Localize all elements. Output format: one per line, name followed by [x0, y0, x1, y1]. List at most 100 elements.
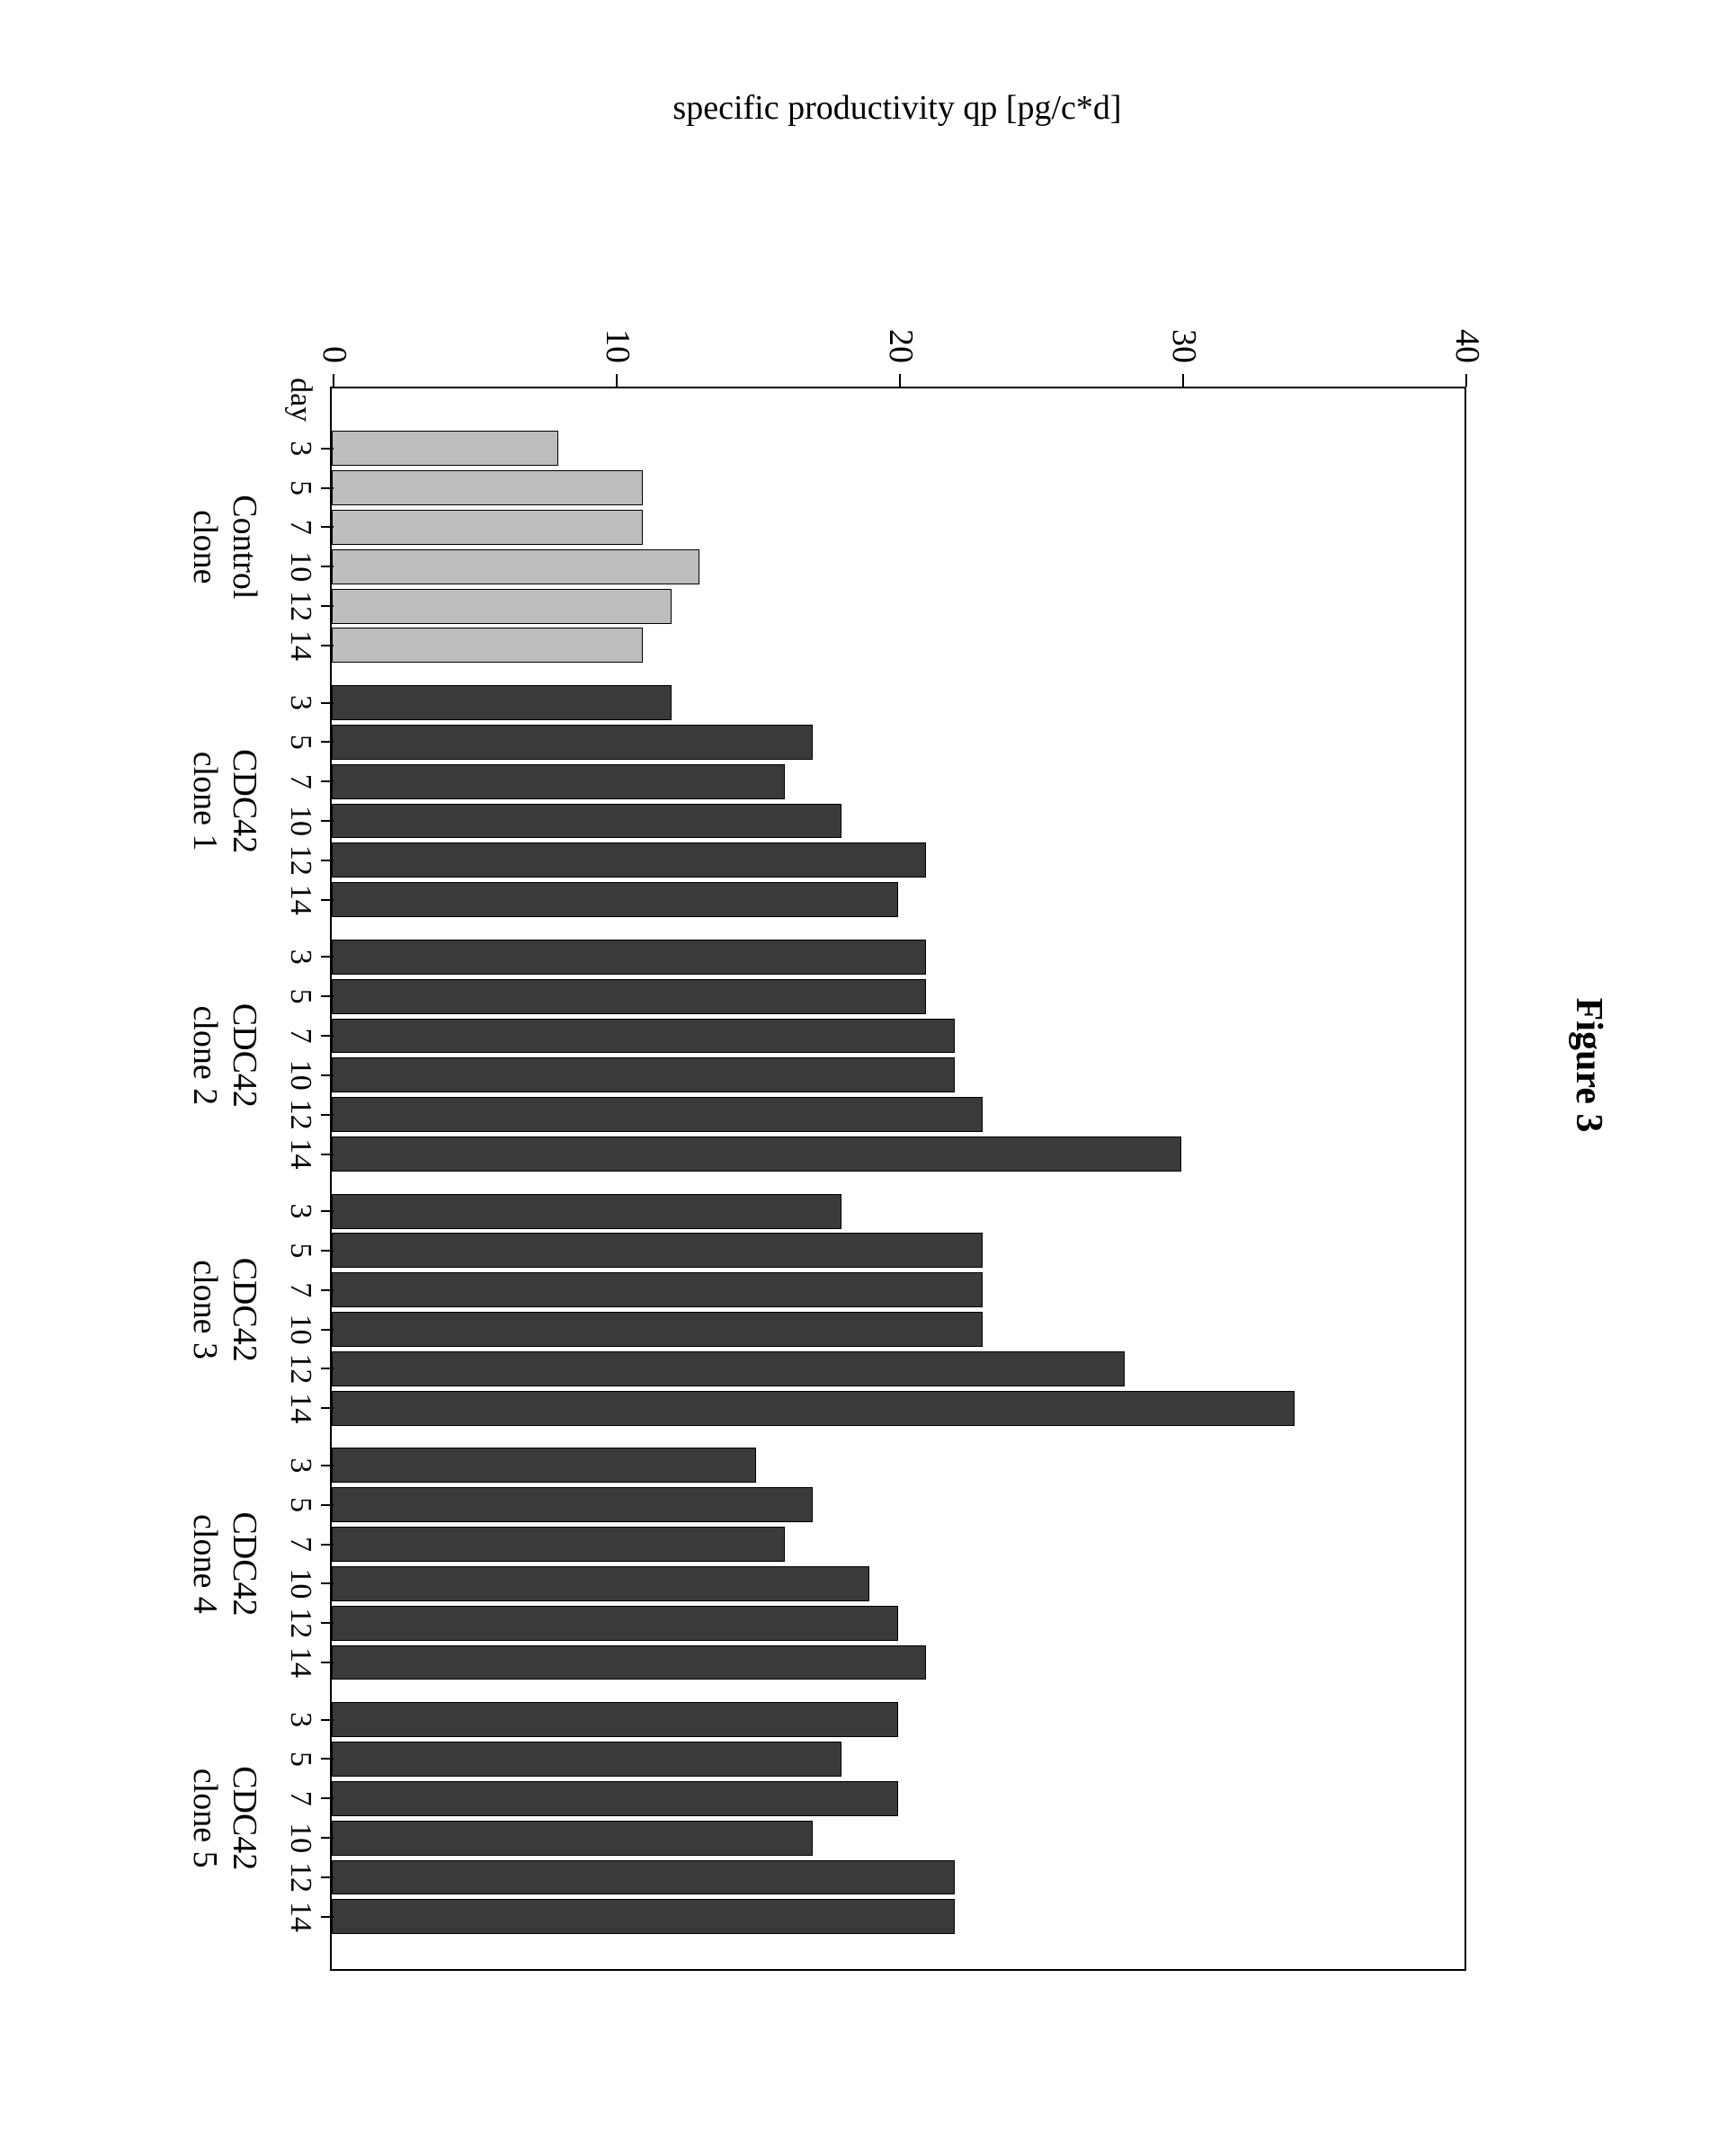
x-tick	[321, 1662, 334, 1663]
x-tick	[321, 1876, 334, 1878]
bar	[332, 589, 672, 624]
bar	[332, 1527, 785, 1562]
x-tick-label: 14	[283, 1635, 317, 1690]
bar	[332, 842, 927, 878]
y-tick-label: 40	[1447, 300, 1487, 363]
x-tick	[321, 1719, 334, 1721]
bar	[332, 764, 785, 799]
bar	[332, 431, 558, 466]
y-tick-label: 20	[881, 300, 921, 363]
bar	[332, 549, 700, 584]
x-tick	[321, 860, 334, 861]
bar	[332, 1312, 984, 1347]
bar	[332, 1606, 898, 1641]
bar	[332, 1448, 757, 1483]
x-tick	[321, 1465, 334, 1466]
x-tick-label: 14	[283, 618, 317, 673]
x-tick	[321, 487, 334, 489]
page: Figure 3 specific productivity qp [pg/c*…	[0, 0, 1736, 2130]
y-tick	[899, 374, 901, 387]
x-tick	[321, 1407, 334, 1409]
x-tick	[321, 566, 334, 567]
bars-container	[332, 387, 1464, 1969]
bar	[332, 1702, 898, 1737]
bar	[332, 1781, 898, 1816]
x-tick	[321, 1544, 334, 1546]
x-tick	[321, 995, 334, 997]
y-tick	[1465, 374, 1467, 387]
figure-title: Figure 3	[1567, 0, 1610, 2130]
bar	[332, 1821, 814, 1856]
x-tick	[321, 702, 334, 704]
bar	[332, 470, 644, 505]
bar	[332, 1487, 814, 1522]
x-tick	[321, 1210, 334, 1212]
x-tick	[321, 1758, 334, 1760]
bar	[332, 1019, 955, 1054]
bar	[332, 1391, 1295, 1426]
group-label: CDC42 clone 4	[185, 1448, 263, 1680]
group-label: Control clone	[185, 431, 263, 663]
bar	[332, 1742, 841, 1777]
group-label: CDC42 clone 5	[185, 1702, 263, 1934]
x-tick	[321, 1114, 334, 1116]
x-tick	[321, 645, 334, 646]
x-tick	[321, 1035, 334, 1037]
bar	[332, 1233, 984, 1268]
x-tick	[321, 1916, 334, 1918]
figure: Figure 3 specific productivity qp [pg/c*…	[0, 0, 1736, 2130]
x-tick-label: 14	[283, 1380, 317, 1436]
bar	[332, 882, 898, 917]
x-tick-label: 14	[283, 1889, 317, 1945]
x-tick	[321, 1289, 334, 1291]
x-tick	[321, 899, 334, 901]
bar	[332, 804, 841, 839]
bar	[332, 1645, 927, 1680]
x-tick	[321, 1504, 334, 1506]
bar	[332, 1194, 841, 1229]
x-tick	[321, 1250, 334, 1252]
y-tick	[616, 374, 618, 387]
figure-rotator: Figure 3 specific productivity qp [pg/c*…	[0, 0, 1736, 2130]
bar	[332, 1899, 955, 1934]
y-tick-label: 30	[1164, 300, 1204, 363]
group-label: CDC42 clone 3	[185, 1194, 263, 1426]
x-tick	[321, 448, 334, 450]
group-label: CDC42 clone 2	[185, 940, 263, 1172]
bar	[332, 510, 644, 545]
bar	[332, 1272, 984, 1307]
x-tick	[321, 956, 334, 958]
y-tick	[333, 374, 334, 387]
y-tick-label: 10	[598, 300, 637, 363]
bar	[332, 1566, 870, 1601]
bar	[332, 1351, 1125, 1386]
bar	[332, 1057, 955, 1092]
x-tick-label: 14	[283, 872, 317, 928]
bar	[332, 685, 672, 720]
x-tick	[321, 1797, 334, 1799]
bar	[332, 979, 927, 1014]
day-prefix-label: day	[283, 324, 317, 422]
bar	[332, 628, 644, 663]
group-label: CDC42 clone 1	[185, 685, 263, 917]
x-tick	[321, 1074, 334, 1076]
x-tick	[321, 1622, 334, 1624]
bar	[332, 1860, 955, 1895]
x-tick-label: 14	[283, 1126, 317, 1181]
x-tick	[321, 1837, 334, 1839]
x-tick	[321, 741, 334, 743]
y-axis-label: specific productivity qp [pg/c*d]	[268, 88, 1527, 128]
bar	[332, 1097, 984, 1132]
plot-area: 010203040 357101214357101214357101214357…	[334, 387, 1466, 1969]
bar	[332, 725, 814, 760]
y-tick-label: 0	[315, 300, 354, 363]
x-tick	[321, 1368, 334, 1369]
x-tick	[321, 1154, 334, 1155]
x-tick	[321, 1582, 334, 1584]
plot-frame	[330, 387, 1466, 1971]
y-tick	[1182, 374, 1184, 387]
bar	[332, 1136, 1181, 1172]
x-tick	[321, 526, 334, 528]
bar	[332, 940, 927, 975]
x-tick	[321, 820, 334, 822]
